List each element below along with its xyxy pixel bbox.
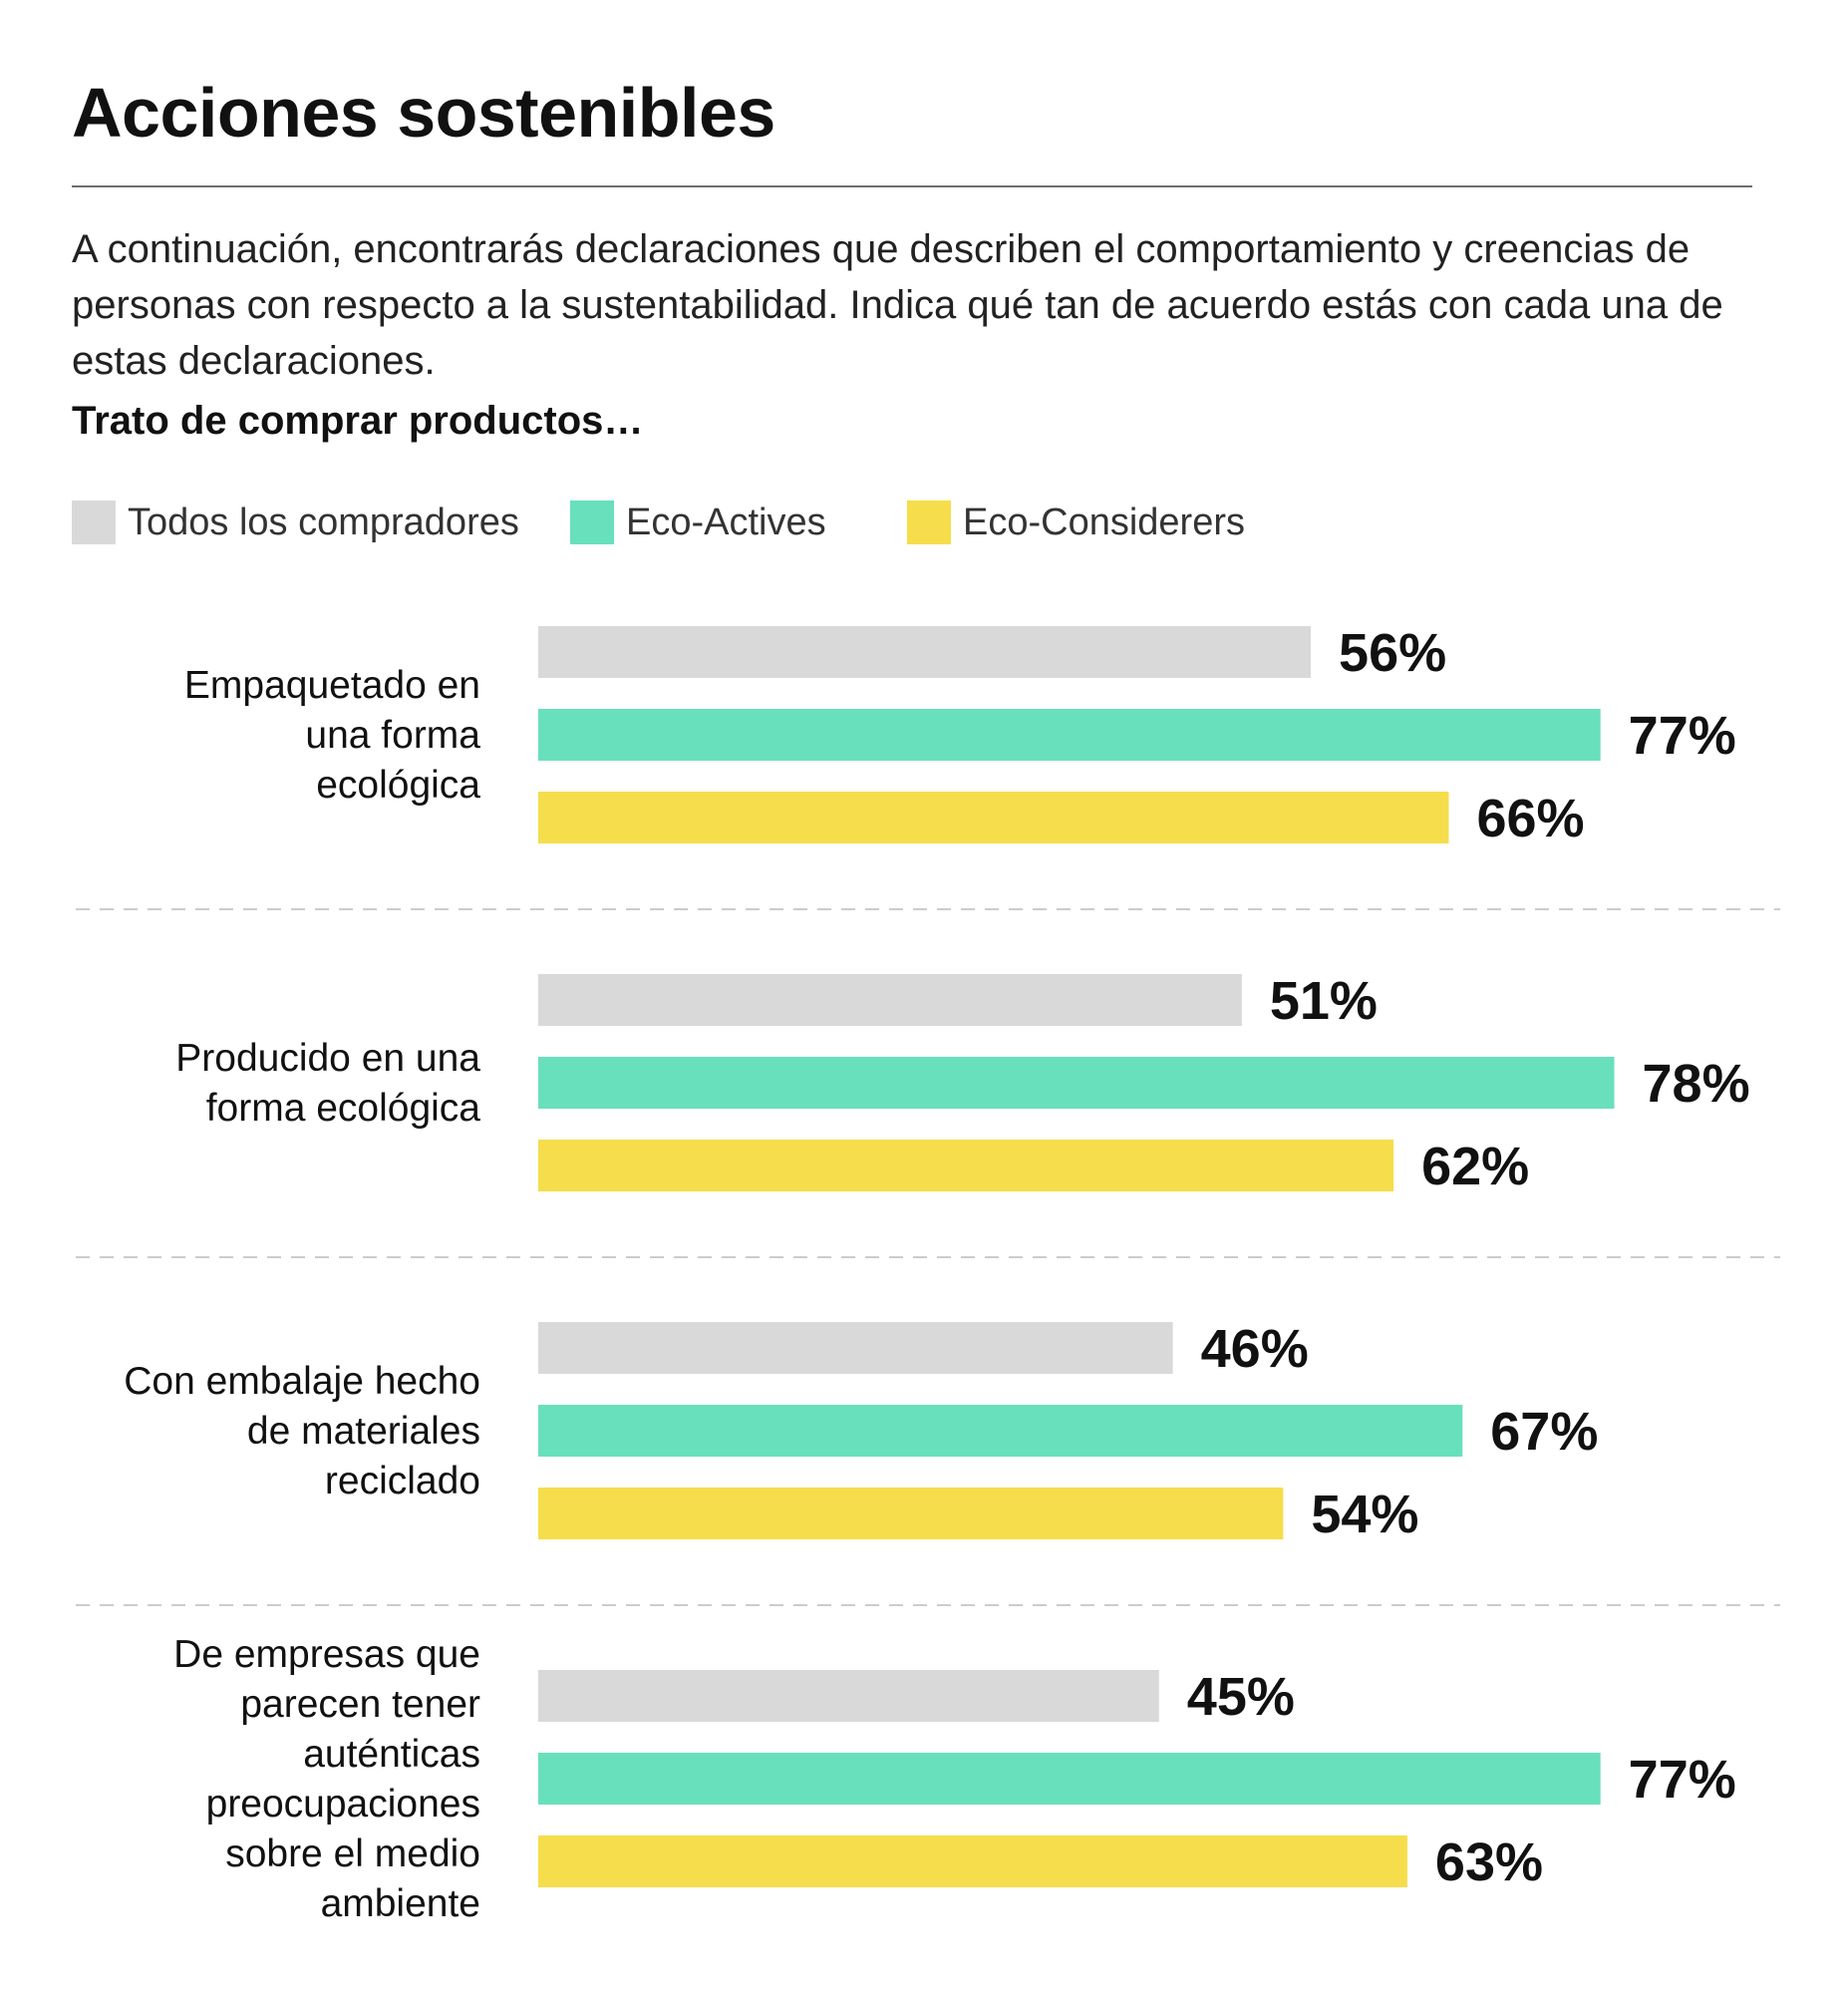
- value-label-eco-considerers-1: 66%: [1476, 789, 1584, 848]
- chart-title: Acciones sostenibles: [72, 74, 775, 152]
- category-label-line: De empresas que: [173, 1633, 480, 1676]
- category-label-line: de materiales: [247, 1410, 480, 1453]
- value-label-eco-actives-1: 77%: [1629, 706, 1736, 766]
- legend-label-eco-actives: Eco-Actives: [626, 500, 826, 543]
- value-label-eco-actives-2: 78%: [1643, 1054, 1750, 1114]
- value-label-eco-considerers-3: 54%: [1311, 1485, 1418, 1544]
- chart-subtitle: Trato de comprar productos…: [72, 399, 644, 443]
- category-label-2: Producido en una forma ecológica: [175, 1037, 480, 1130]
- bar-todos-2: [538, 974, 1242, 1026]
- bar-eco-actives-2: [538, 1057, 1615, 1109]
- value-label-eco-considerers-4: 63%: [1435, 1832, 1543, 1892]
- bar-todos-3: [538, 1322, 1173, 1374]
- bar-eco-actives-4: [538, 1753, 1601, 1805]
- bar-eco-considerers-1: [538, 792, 1449, 843]
- bar-eco-considerers-3: [538, 1488, 1284, 1539]
- legend-swatch-eco-considerers: [907, 500, 951, 544]
- value-label-todos-1: 56%: [1339, 623, 1446, 683]
- category-label-line: ecológica: [316, 764, 480, 807]
- bar-eco-actives-3: [538, 1405, 1463, 1457]
- category-label-line: Empaquetado en: [184, 664, 480, 707]
- bar-todos-4: [538, 1670, 1159, 1722]
- value-label-todos-4: 45%: [1187, 1667, 1295, 1727]
- legend-label-eco-considerers: Eco-Considerers: [963, 500, 1245, 543]
- category-label-line: auténticas: [303, 1733, 480, 1776]
- category-label-line: Con embalaje hecho: [124, 1360, 480, 1403]
- category-label-3: Con embalaje hecho de materiales reciclado: [124, 1360, 480, 1502]
- category-label-line: forma ecológica: [206, 1087, 481, 1130]
- category-label-line: preocupaciones: [206, 1783, 480, 1826]
- category-label-line: Producido en una: [175, 1037, 480, 1080]
- legend-label-todos: Todos los compradores: [128, 500, 519, 543]
- category-label-line: una forma: [305, 714, 480, 757]
- category-label-line: parecen tener: [240, 1683, 480, 1726]
- value-label-todos-2: 51%: [1270, 971, 1378, 1031]
- legend-swatch-eco-actives: [570, 500, 614, 544]
- category-label-line: ambiente: [321, 1882, 480, 1925]
- title-rule: [72, 185, 1752, 187]
- legend-item-eco-actives: Eco-Actives: [570, 498, 826, 546]
- bar-eco-actives-1: [538, 709, 1601, 761]
- chart-description: A continuación, encontrarás declaracione…: [72, 227, 1723, 383]
- value-label-eco-considerers-2: 62%: [1421, 1137, 1529, 1196]
- legend-item-eco-considerers: Eco-Considerers: [907, 498, 1245, 546]
- bar-eco-considerers-2: [538, 1140, 1394, 1191]
- bar-eco-considerers-4: [538, 1835, 1407, 1887]
- value-label-eco-actives-4: 77%: [1629, 1750, 1736, 1810]
- value-label-eco-actives-3: 67%: [1490, 1402, 1598, 1462]
- legend-item-todos: Todos los compradores: [72, 498, 519, 546]
- bar-todos-1: [538, 626, 1312, 678]
- category-label-line: reciclado: [325, 1460, 480, 1502]
- legend-swatch-todos: [72, 500, 116, 544]
- category-label-1: Empaquetado en una forma ecológica: [184, 664, 480, 807]
- category-label-4: De empresas que parecen tener auténticas pr…: [173, 1633, 480, 1925]
- category-label-line: sobre el medio: [225, 1832, 480, 1875]
- value-label-todos-3: 46%: [1201, 1319, 1309, 1379]
